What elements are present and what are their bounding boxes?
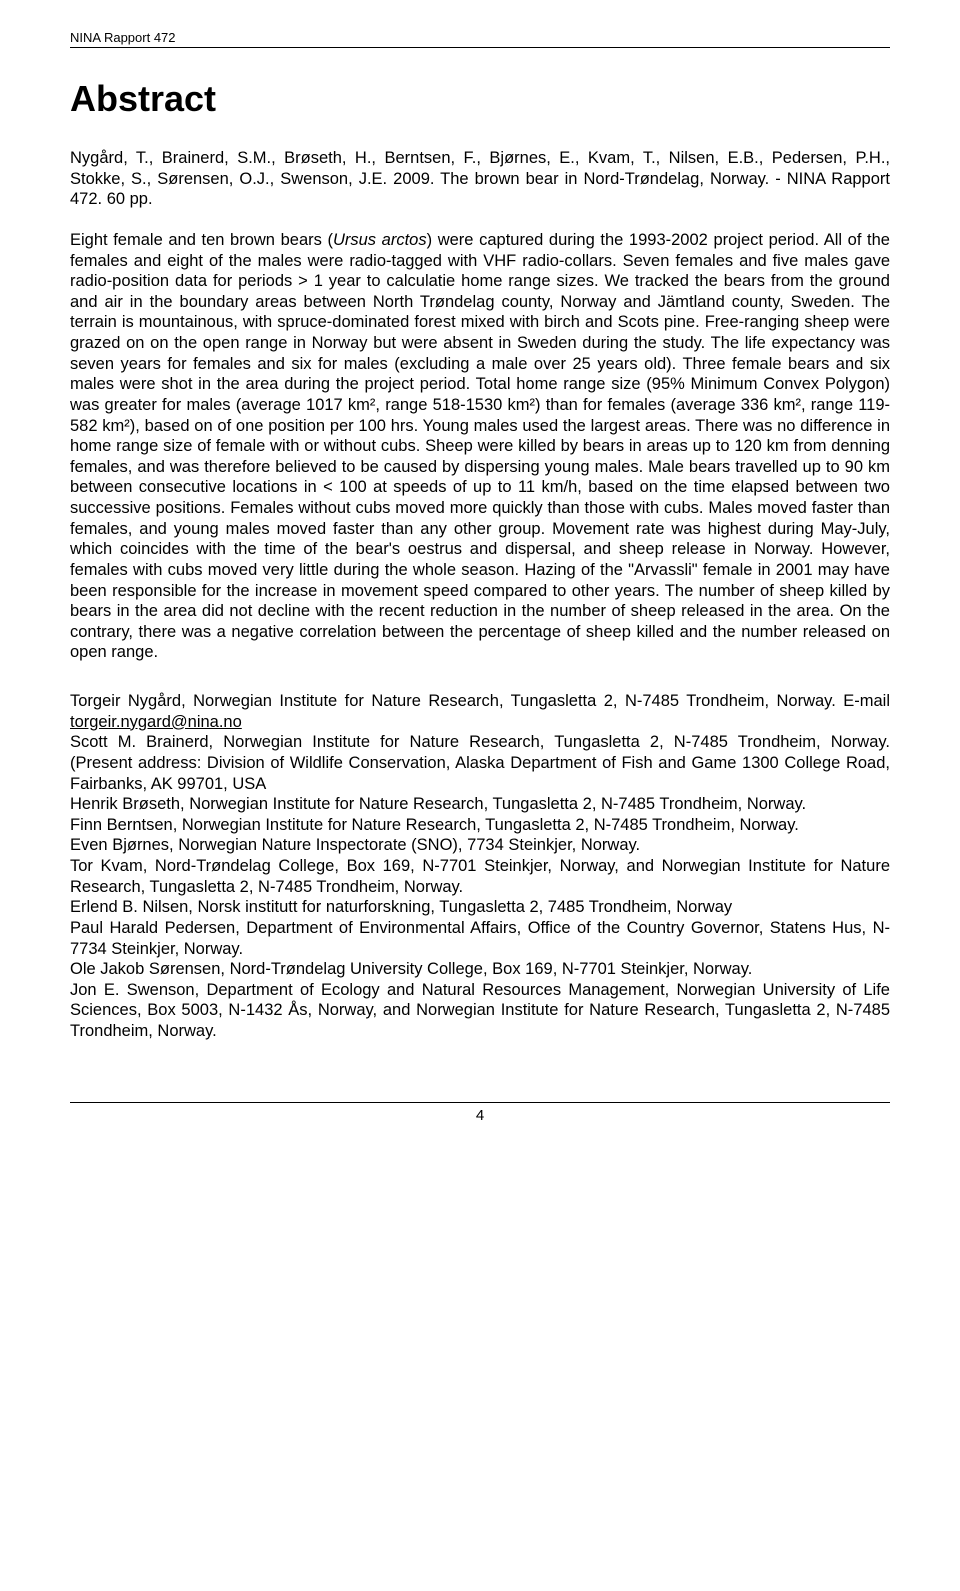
body-post: ) were captured during the 1993-2002 pro… [70,231,890,662]
citation-text: Nygård, T., Brainerd, S.M., Brøseth, H.,… [70,148,890,210]
header-report-label: NINA Rapport 472 [70,30,890,45]
author-line: Henrik Brøseth, Norwegian Institute for … [70,794,890,815]
header-rule [70,47,890,48]
species-name: Ursus arctos [333,231,427,249]
page-number: 4 [70,1107,890,1124]
author-line: Jon E. Swenson, Department of Ecology an… [70,980,890,1042]
author-line: Scott M. Brainerd, Norwegian Institute f… [70,732,890,794]
footer-rule [70,1102,890,1103]
body-pre: Eight female and ten brown bears ( [70,231,333,249]
author-line: Ole Jakob Sørensen, Nord-Trøndelag Unive… [70,959,890,980]
author-line: Paul Harald Pedersen, Department of Envi… [70,918,890,959]
author-line: Tor Kvam, Nord-Trøndelag College, Box 16… [70,856,890,897]
abstract-body: Eight female and ten brown bears (Ursus … [70,230,890,663]
author-email: torgeir.nygard@nina.no [70,713,242,731]
author-line: Even Bjørnes, Norwegian Nature Inspector… [70,835,890,856]
author-text: Torgeir Nygård, Norwegian Institute for … [70,692,890,710]
page-title: Abstract [70,78,890,120]
author-line: Erlend B. Nilsen, Norsk institutt for na… [70,897,890,918]
page-footer: 4 [70,1102,890,1124]
author-affiliations: Torgeir Nygård, Norwegian Institute for … [70,691,890,1042]
author-line: Torgeir Nygård, Norwegian Institute for … [70,691,890,732]
author-line: Finn Berntsen, Norwegian Institute for N… [70,815,890,836]
